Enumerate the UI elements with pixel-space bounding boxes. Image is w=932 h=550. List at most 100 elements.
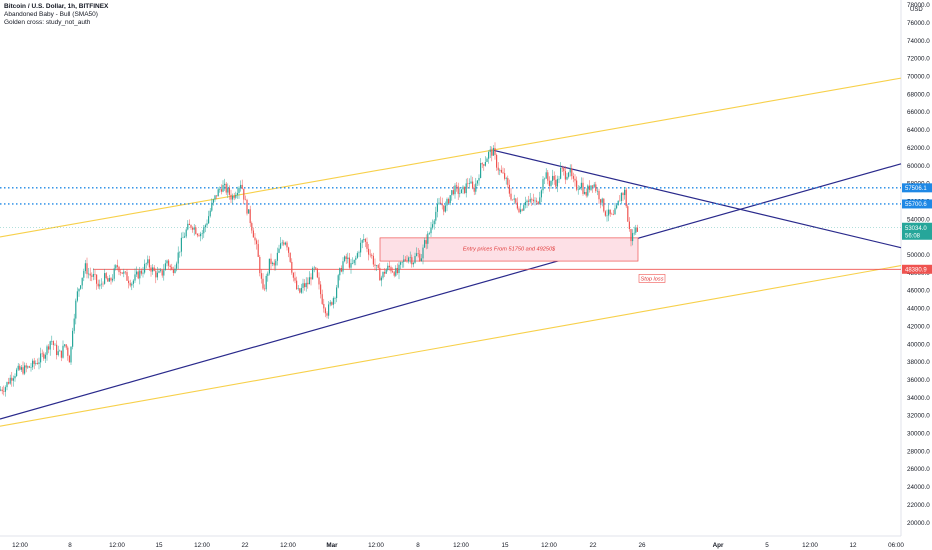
- candle-body: [390, 267, 392, 272]
- candle-body: [102, 283, 104, 285]
- candle-body: [486, 158, 488, 163]
- candle-body: [304, 283, 306, 288]
- candle-body: [512, 199, 514, 201]
- candle-body: [379, 267, 381, 281]
- candle-body: [211, 202, 213, 211]
- candle-body: [51, 341, 53, 342]
- x-tick-label: 12:00: [280, 542, 296, 549]
- candle-body: [396, 267, 398, 274]
- candle-body: [107, 278, 109, 282]
- candle-body: [468, 183, 470, 185]
- candle-body: [254, 237, 256, 241]
- x-tick-label: 12:00: [194, 542, 210, 549]
- candle-body: [345, 256, 347, 260]
- candle-body: [222, 185, 224, 192]
- candle-body: [294, 277, 296, 281]
- candle-body: [358, 252, 360, 254]
- candle-body: [249, 209, 251, 224]
- lower-channel: [0, 264, 902, 427]
- candle-body: [312, 268, 314, 280]
- candle-body: [12, 378, 14, 381]
- indicator-abandoned-baby[interactable]: Abandoned Baby - Bull (SMA50): [4, 11, 98, 18]
- candle-body: [435, 211, 437, 221]
- candle-body: [587, 185, 589, 196]
- x-tick-label: 15: [501, 542, 509, 549]
- candle-body: [464, 186, 466, 194]
- entry-zone-group: Entry prices From 51750 and 49250$ Stop l…: [379, 237, 666, 283]
- candle-body: [603, 198, 605, 212]
- candle-body: [366, 241, 368, 249]
- candle-body: [315, 267, 317, 269]
- x-tick-label: 12:00: [453, 542, 469, 549]
- candle-body: [566, 176, 568, 180]
- candle-body: [115, 265, 117, 269]
- y-tick-label: 62000.0: [907, 145, 930, 152]
- candle-body: [116, 265, 118, 267]
- candle-body: [198, 235, 200, 237]
- candle-body: [377, 265, 379, 268]
- candle-body: [180, 237, 182, 252]
- candle-body: [176, 263, 178, 269]
- price-axis[interactable]: 20000.0 22000.0 24000.0 26000.0 28000.0 30000…: [907, 2, 930, 527]
- candle-body: [310, 277, 312, 280]
- candle-body: [392, 271, 394, 273]
- candle-body: [225, 183, 227, 193]
- candle-body: [577, 189, 579, 191]
- candle-body: [302, 283, 304, 288]
- candle-body: [601, 198, 603, 203]
- candle-body: [446, 198, 448, 206]
- candle-body: [73, 318, 75, 331]
- candle-body: [569, 168, 571, 173]
- descending-trendline: [493, 149, 902, 249]
- candle-body: [467, 183, 469, 185]
- x-tick-label: Mar: [326, 542, 338, 549]
- candle-body: [160, 270, 162, 272]
- candle-body: [502, 172, 504, 174]
- time-axis[interactable]: 12:00 8 12:00 15 12:00 22 12:00 Mar 12:00 8 12:00 1…: [12, 542, 904, 549]
- candle-body: [491, 149, 493, 156]
- indicator-golden-cross[interactable]: Golden cross: study_not_auth: [4, 19, 91, 26]
- candle-body: [214, 195, 216, 200]
- x-tick-label: 12:00: [109, 542, 125, 549]
- candle-body: [100, 283, 102, 285]
- candle-body: [228, 187, 230, 195]
- candle-body: [248, 209, 250, 214]
- candle-body: [430, 227, 432, 234]
- candle-body: [411, 257, 413, 265]
- candle-body: [608, 209, 610, 216]
- candle-body: [120, 272, 122, 273]
- candle-body: [136, 271, 138, 275]
- candle-body: [174, 268, 176, 273]
- candle-body: [252, 230, 254, 238]
- candle-body: [280, 243, 282, 249]
- level-price-tag: [902, 199, 932, 209]
- candle-body: [544, 178, 546, 180]
- upper-channel: [0, 77, 902, 238]
- candle-body: [60, 350, 62, 358]
- candle-body: [336, 287, 338, 299]
- candle-body: [80, 285, 82, 289]
- candle-body: [232, 195, 234, 200]
- candle-body: [385, 269, 387, 274]
- candle-body: [251, 223, 253, 231]
- candle-body: [150, 267, 152, 272]
- horizontal-levels: [0, 187, 901, 270]
- candle-body: [494, 147, 496, 155]
- candle-body: [112, 278, 114, 281]
- candle-body: [592, 185, 594, 187]
- candle-body: [499, 169, 501, 171]
- candle-body: [480, 163, 482, 178]
- candle-body: [376, 265, 378, 266]
- y-tick-label: 46000.0: [907, 288, 930, 295]
- candle-body: [425, 240, 427, 244]
- candle-body: [619, 200, 621, 202]
- candle-body: [427, 233, 429, 244]
- candle-body: [72, 330, 74, 347]
- candle-body: [1, 389, 3, 392]
- candle-body: [588, 185, 590, 190]
- x-tick-label: 12:00: [541, 542, 557, 549]
- candle-body: [472, 181, 474, 188]
- candle-body: [488, 152, 490, 159]
- candle-body: [326, 313, 328, 316]
